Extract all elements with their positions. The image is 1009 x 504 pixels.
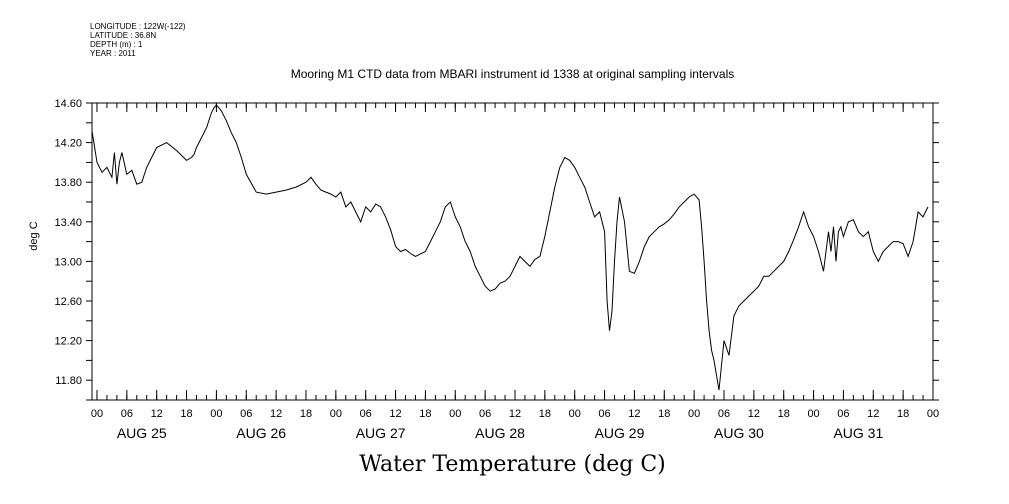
x-day-label: AUG 28 xyxy=(475,425,525,441)
y-tick-label: 14.60 xyxy=(54,98,82,110)
longitude-label: LONGITUDE : 122W(-122) xyxy=(90,22,186,31)
x-hour-tick-label: 06 xyxy=(360,408,372,420)
x-axis-title: Water Temperature (deg C) xyxy=(359,452,666,477)
chart-title: Mooring M1 CTD data from MBARI instrumen… xyxy=(290,67,735,81)
y-tick-label: 14.20 xyxy=(54,138,82,150)
year-label: YEAR : 2011 xyxy=(90,49,136,58)
plot-frame xyxy=(91,102,934,401)
latitude-label: LATITUDE : 36.8N xyxy=(90,31,157,40)
x-hour-tick-label: 18 xyxy=(658,408,670,420)
x-hour-tick-label: 00 xyxy=(807,408,819,420)
x-hour-tick-label: 00 xyxy=(688,408,700,420)
x-hour-tick-label: 00 xyxy=(210,408,222,420)
x-day-label: AUG 29 xyxy=(595,425,645,441)
x-hour-tick-label: 00 xyxy=(449,408,461,420)
x-hour-tick-label: 00 xyxy=(330,408,342,420)
x-hour-tick-label: 12 xyxy=(628,408,640,420)
x-hour-tick-label: 06 xyxy=(479,408,491,420)
x-day-label: AUG 30 xyxy=(714,425,764,441)
x-hour-tick-label: 00 xyxy=(569,408,581,420)
x-hour-tick-label: 00 xyxy=(91,408,103,420)
x-hour-tick-label: 06 xyxy=(121,408,133,420)
x-day-label: AUG 26 xyxy=(236,425,286,441)
x-day-label: AUG 31 xyxy=(833,425,883,441)
x-hour-tick-label: 12 xyxy=(270,408,282,420)
x-hour-tick-label: 18 xyxy=(778,408,790,420)
y-tick-label: 12.20 xyxy=(54,336,82,348)
temperature-series-line xyxy=(91,104,929,391)
y-tick-label: 12.60 xyxy=(54,296,82,308)
x-hour-tick-label: 18 xyxy=(539,408,551,420)
x-hour-tick-label: 12 xyxy=(509,408,521,420)
x-day-label: AUG 25 xyxy=(117,425,167,441)
x-hour-tick-label: 12 xyxy=(867,408,879,420)
metadata-block: LONGITUDE : 122W(-122) LATITUDE : 36.8N … xyxy=(90,22,186,58)
y-tick-label: 13.00 xyxy=(54,256,82,268)
depth-label: DEPTH (m) : 1 xyxy=(90,40,143,49)
x-hour-tick-label: 06 xyxy=(240,408,252,420)
x-hour-tick-label: 18 xyxy=(419,408,431,420)
x-hour-tick-label: 00 xyxy=(927,408,939,420)
y-tick-label: 11.80 xyxy=(55,375,82,387)
x-day-label: AUG 27 xyxy=(356,425,406,441)
x-hour-tick-label: 06 xyxy=(598,408,610,420)
x-hour-tick-label: 18 xyxy=(180,408,192,420)
x-hour-tick-label: 18 xyxy=(897,408,909,420)
x-hour-tick-label: 18 xyxy=(300,408,312,420)
y-tick-label: 13.40 xyxy=(54,217,82,229)
x-hour-tick-label: 12 xyxy=(389,408,401,420)
y-tick-label: 13.80 xyxy=(54,177,82,189)
x-hour-tick-label: 06 xyxy=(837,408,849,420)
x-hour-tick-label: 12 xyxy=(748,408,760,420)
x-hour-tick-label: 06 xyxy=(718,408,730,420)
x-hour-tick-label: 12 xyxy=(151,408,163,420)
